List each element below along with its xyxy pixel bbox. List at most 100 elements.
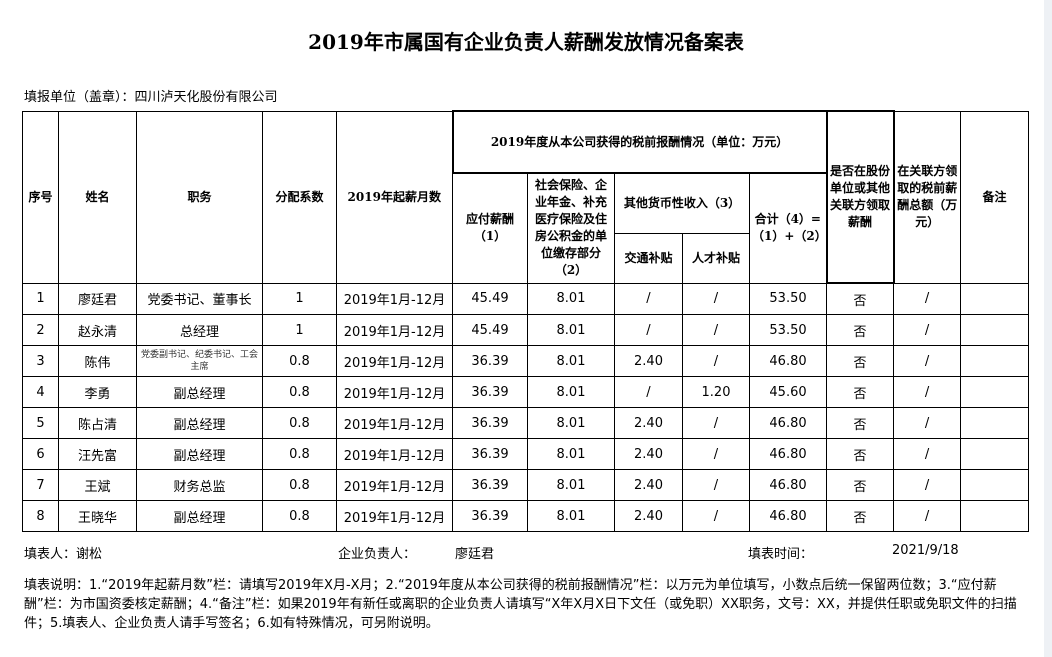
cell-traffic: / [614,314,683,346]
cell-remark [960,438,1030,470]
cell-talent: / [682,282,750,315]
cell-talent: / [682,345,750,377]
cell-name: 王斌 [58,469,137,501]
cell-related-amt: / [893,345,962,377]
cell-talent: / [682,469,750,501]
cell-related-amt: / [893,407,962,439]
cell-post: 党委书记、董事长 [136,282,263,315]
cell-coef: 0.8 [262,407,337,439]
cell-related-amt: / [893,282,962,315]
cell-total: 46.80 [748,345,828,377]
cell-no: 4 [22,376,59,408]
cell-traffic: 2.40 [614,469,683,501]
cell-post: 党委副书记、纪委书记、工会主席 [136,345,263,377]
cell-salary: 36.39 [452,500,528,532]
cell-name: 李勇 [58,376,137,408]
cell-social: 8.01 [527,376,615,408]
cell-months: 2019年1月-12月 [336,500,453,532]
header-talent: 人才补贴 [682,232,750,284]
cell-talent: / [682,407,750,439]
reporting-unit: 填报单位（盖章）：四川泸天化股份有限公司 [24,90,278,105]
cell-remark [960,500,1030,532]
cell-no: 1 [22,282,59,315]
cell-remark [960,469,1030,501]
cell-no: 7 [22,469,59,501]
header-no: 序号 [22,110,59,284]
header-other: 其他货币性收入（3） [614,172,750,234]
cell-talent: 1.20 [682,376,750,408]
cell-related: 否 [826,438,895,470]
cell-months: 2019年1月-12月 [336,282,453,315]
table-row: 3 陈伟 党委副书记、纪委书记、工会主席 0.8 2019年1月-12月 36.39 8.0… [22,345,1030,377]
cell-related: 否 [826,500,895,532]
cell-traffic: / [614,376,683,408]
leader-label: 企业负责人： [338,547,417,562]
scrollbar[interactable] [1044,0,1052,657]
cell-traffic: 2.40 [614,438,683,470]
table-row: 6 汪先富 副总经理 0.8 2019年1月-12月 36.39 8.01 2.40/46.8… [22,438,1030,470]
cell-total: 46.80 [748,500,828,532]
cell-related: 否 [826,376,895,408]
cell-months: 2019年1月-12月 [336,469,453,501]
header-related-amount: 在关联方领取的税前薪酬总额（万元） [893,110,962,284]
cell-no: 8 [22,500,59,532]
cell-social: 8.01 [527,282,615,315]
cell-months: 2019年1月-12月 [336,438,453,470]
cell-name: 汪先富 [58,438,137,470]
cell-remark [960,345,1030,377]
cell-post: 财务总监 [136,469,263,501]
cell-related-amt: / [893,376,962,408]
cell-social: 8.01 [527,345,615,377]
header-total: 合计（4）=（1）+（2）+（3） [748,172,828,284]
cell-related-amt: / [893,500,962,532]
cell-name: 廖廷君 [58,282,137,315]
cell-remark [960,282,1030,315]
cell-name: 陈伟 [58,345,137,377]
table-row: 5 陈占清 副总经理 0.8 2019年1月-12月 36.39 8.01 2.40/46.8… [22,407,1030,439]
header-coef: 分配系数 [262,110,337,284]
cell-salary: 36.39 [452,438,528,470]
cell-salary: 45.49 [452,282,528,315]
cell-remark [960,376,1030,408]
cell-total: 45.60 [748,376,828,408]
cell-talent: / [682,438,750,470]
cell-no: 2 [22,314,59,346]
cell-traffic: 2.40 [614,500,683,532]
salary-table: 序号 姓名 职务 分配系数 2019年起薪月数 2019年度从本公司获得的税前报… [22,110,1030,532]
table-row: 7 王斌 财务总监 0.8 2019年1月-12月 36.39 8.01 2.40/46.80… [22,469,1030,501]
cell-total: 53.50 [748,282,828,315]
header-name: 姓名 [58,110,137,284]
cell-traffic: 2.40 [614,407,683,439]
cell-social: 8.01 [527,314,615,346]
cell-related: 否 [826,407,895,439]
date: 2021/9/18 [892,543,959,558]
cell-coef: 0.8 [262,345,337,377]
cell-months: 2019年1月-12月 [336,407,453,439]
header-salary: 应付薪酬（1） [452,172,528,284]
cell-salary: 36.39 [452,469,528,501]
cell-related: 否 [826,314,895,346]
cell-post: 副总经理 [136,407,263,439]
cell-salary: 36.39 [452,345,528,377]
header-months: 2019年起薪月数 [336,110,453,284]
cell-social: 8.01 [527,469,615,501]
header-post: 职务 [136,110,263,284]
cell-name: 陈占清 [58,407,137,439]
cell-remark [960,407,1030,439]
cell-total: 46.80 [748,407,828,439]
cell-post: 总经理 [136,314,263,346]
cell-related: 否 [826,345,895,377]
header-remark: 备注 [960,110,1030,284]
cell-total: 46.80 [748,438,828,470]
cell-post: 副总经理 [136,438,263,470]
header-social: 社会保险、企业年金、补充医疗保险及住房公积金的单位缴存部分（2） [527,172,615,284]
cell-talent: / [682,314,750,346]
cell-coef: 1 [262,314,337,346]
table-row: 8 王晓华 副总经理 0.8 2019年1月-12月 36.39 8.01 2.40/46.8… [22,500,1030,532]
cell-post: 副总经理 [136,376,263,408]
cell-related: 否 [826,282,895,315]
cell-related-amt: / [893,314,962,346]
header-group: 2019年度从本公司获得的税前报酬情况（单位：万元） [451,110,828,174]
table-row: 2 赵永清 总经理 1 2019年1月-12月 45.49 8.01//53.50 否 / [22,314,1030,346]
cell-name: 王晓华 [58,500,137,532]
